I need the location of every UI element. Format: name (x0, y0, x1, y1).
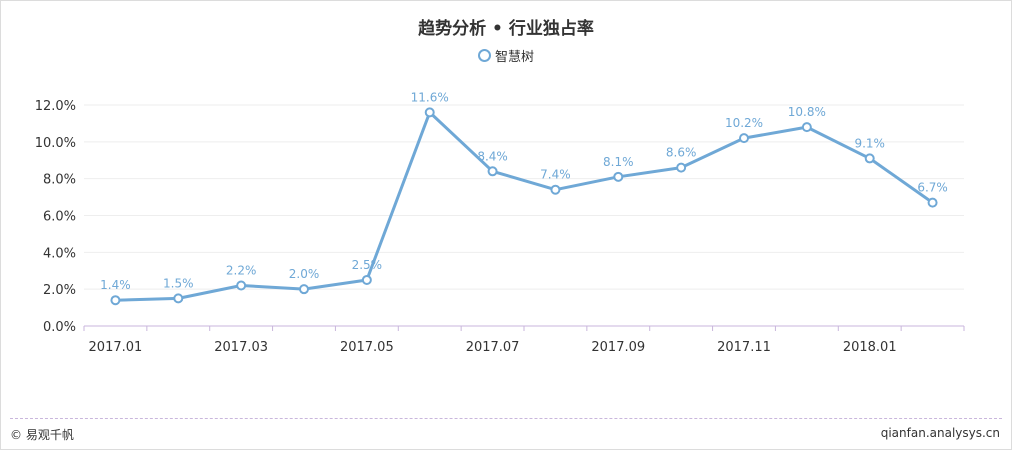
series-line (115, 110, 934, 302)
y-tick-label: 4.0% (43, 246, 76, 261)
data-point (927, 197, 938, 208)
legend-label: 智慧树 (494, 50, 534, 65)
y-tick-label: 8.0% (43, 173, 76, 188)
data-point (550, 184, 561, 195)
data-label: 6.7% (917, 181, 948, 195)
data-point (173, 293, 184, 304)
legend-circle-icon (477, 49, 491, 62)
data-point (676, 162, 687, 173)
data-label: 10.8% (788, 105, 826, 119)
data-point (739, 133, 749, 144)
y-tick-label: 10.0% (35, 136, 76, 151)
data-point (424, 107, 435, 118)
data-point (361, 274, 372, 285)
data-label: 10.2% (725, 116, 763, 130)
x-tick-label: 2017.09 (591, 340, 645, 355)
data-point (299, 284, 309, 295)
footer-url: qianfan.analysys.cn (880, 426, 1000, 440)
data-label: 2.2% (226, 263, 257, 277)
data-point (613, 171, 624, 182)
data-point (801, 122, 812, 133)
data-label: 2.5% (352, 258, 383, 272)
data-point (487, 166, 498, 177)
chart-title: 趋势分析 • 行业独占率 (418, 19, 594, 39)
y-tick-label: 6.0% (43, 210, 76, 225)
y-tick-label: 12.0% (35, 99, 76, 114)
y-tick-label: 0.0% (43, 320, 76, 335)
data-label: 9.1% (854, 136, 885, 150)
data-label: 8.6% (666, 146, 697, 160)
data-label: 11.6% (411, 90, 449, 104)
data-label: 1.5% (163, 276, 194, 290)
x-tick-label: 2017.11 (717, 340, 771, 355)
grid-lines (84, 104, 964, 290)
x-tick-label: 2017.05 (340, 340, 394, 355)
axes: 0.0% 2.0% 4.0% 6.0% 8.0% 10.0% 12.0% 2017.01 201… (35, 99, 965, 355)
footer-divider (10, 418, 1002, 419)
footer-brand: © 易观千帆 (10, 428, 74, 442)
data-label: 2.0% (289, 267, 320, 281)
x-tick-label: 2017.07 (466, 340, 520, 355)
data-label: 7.4% (540, 168, 571, 182)
x-tick-label: 2018.01 (843, 340, 897, 355)
legend-item-series[interactable]: 智慧树 (477, 46, 534, 65)
data-point (864, 153, 875, 164)
series-group: 1.4% 1.5% 2.2% 2.0% 2.5% 11.6% 8.4% 7.4% 8.1% 8.6… (100, 90, 948, 306)
data-label: 1.4% (100, 278, 131, 292)
y-tick-label: 2.0% (43, 283, 76, 298)
x-tick-label: 2017.01 (89, 340, 143, 355)
data-label: 8.4% (477, 149, 508, 163)
data-label: 8.1% (603, 155, 634, 169)
data-point (236, 280, 247, 291)
chart-legend[interactable]: 智慧树 (0, 46, 1012, 66)
data-point (110, 295, 121, 306)
x-tick-label: 2017.03 (214, 340, 268, 355)
